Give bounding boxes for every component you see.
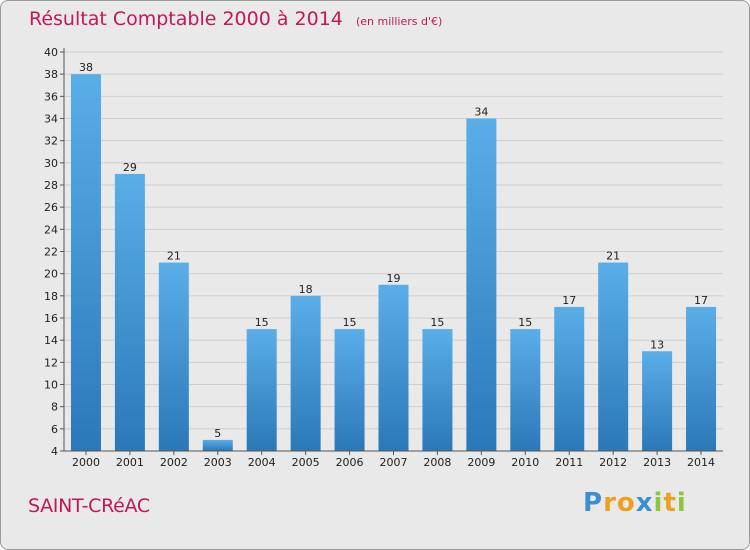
chart-title-text: Résultat Comptable 2000 à 2014 [29,8,343,30]
data-label: 15 [255,316,269,329]
y-tick-label: 26 [44,201,58,214]
data-label: 18 [299,283,313,296]
logo-letter: P [583,488,604,518]
data-label: 38 [79,61,93,74]
data-label: 29 [123,161,137,174]
logo-letter: o [616,488,636,518]
data-label: 15 [518,316,532,329]
data-label: 5 [214,427,221,440]
y-tick-label: 16 [44,312,58,325]
y-tick-label: 12 [44,356,58,369]
x-tick-label: 2007 [380,456,408,469]
bar-2001 [114,173,145,451]
y-tick-label: 32 [44,135,58,148]
bar-2006 [334,329,365,451]
bar-2008 [422,329,453,451]
y-tick-label: 20 [44,268,58,281]
y-tick-label: 30 [44,157,58,170]
x-tick-label: 2012 [599,456,627,469]
bars [70,74,717,452]
x-tick-label: 2009 [467,456,495,469]
bar-2007 [378,284,409,451]
data-label: 21 [167,250,181,263]
data-labels: 38 29 21 5 15 18 15 19 15 34 15 17 21 13 17 [79,61,708,440]
x-tick-label: 2001 [116,456,144,469]
y-tick-label: 28 [44,179,58,192]
y-tick-label: 8 [51,401,58,414]
y-tick-label: 18 [44,290,58,303]
bar-2003 [202,439,233,451]
proxiti-logo: Proxiti [583,488,687,518]
bar-2012 [598,262,629,451]
logo-letter: r [603,488,617,518]
chart-unit: (en milliers d'€) [355,15,443,28]
x-tick-label: 2005 [292,456,320,469]
data-label: 21 [606,250,620,263]
y-tick-label: 34 [44,113,58,126]
y-tick-label: 4 [51,445,58,458]
commune-name: SAINT-CRéAC [28,495,150,517]
data-label: 17 [562,294,576,307]
y-tick-label: 6 [51,423,58,436]
x-tick-label: 2002 [160,456,188,469]
chart-title: Résultat Comptable 2000 à 2014 (en milli… [29,8,442,30]
x-tick-label: 2008 [423,456,451,469]
bar-2014 [686,306,717,451]
data-label: 17 [694,294,708,307]
data-label: 15 [343,316,357,329]
y-tick-label: 40 [44,46,58,59]
bar-2013 [642,351,673,451]
logo-letter: i [676,488,687,518]
logo-letter: t [663,488,677,518]
x-tick-label: 2006 [336,456,364,469]
y-tick-label: 10 [44,379,58,392]
bar-2005 [290,295,321,451]
x-tick-label: 2014 [687,456,715,469]
logo-letter: x [635,488,654,518]
data-label: 15 [430,316,444,329]
x-tick-label: 2004 [248,456,276,469]
y-tick-label: 38 [44,68,58,81]
bar-2002 [158,262,189,451]
bar-2000 [70,74,101,452]
data-label: 13 [650,338,664,351]
y-tick-label: 36 [44,90,58,103]
data-label: 34 [474,106,488,119]
x-tick-label: 2013 [643,456,671,469]
data-label: 19 [387,272,401,285]
y-tick-label: 24 [44,223,58,236]
axes: 4 6 8 10 12 14 16 18 20 22 24 26 28 30 32 34 36 38 40 2000 2… [44,46,723,469]
x-tick-label: 2000 [72,456,100,469]
bar-2009 [466,118,497,451]
x-tick-label: 2011 [555,456,583,469]
x-tick-label: 2010 [511,456,539,469]
bar-2011 [554,306,585,451]
y-tick-label: 22 [44,246,58,259]
x-tick-label: 2003 [204,456,232,469]
bar-2004 [246,329,277,451]
bar-2010 [510,329,541,451]
logo-letter: i [653,488,664,518]
y-tick-label: 14 [44,334,58,347]
